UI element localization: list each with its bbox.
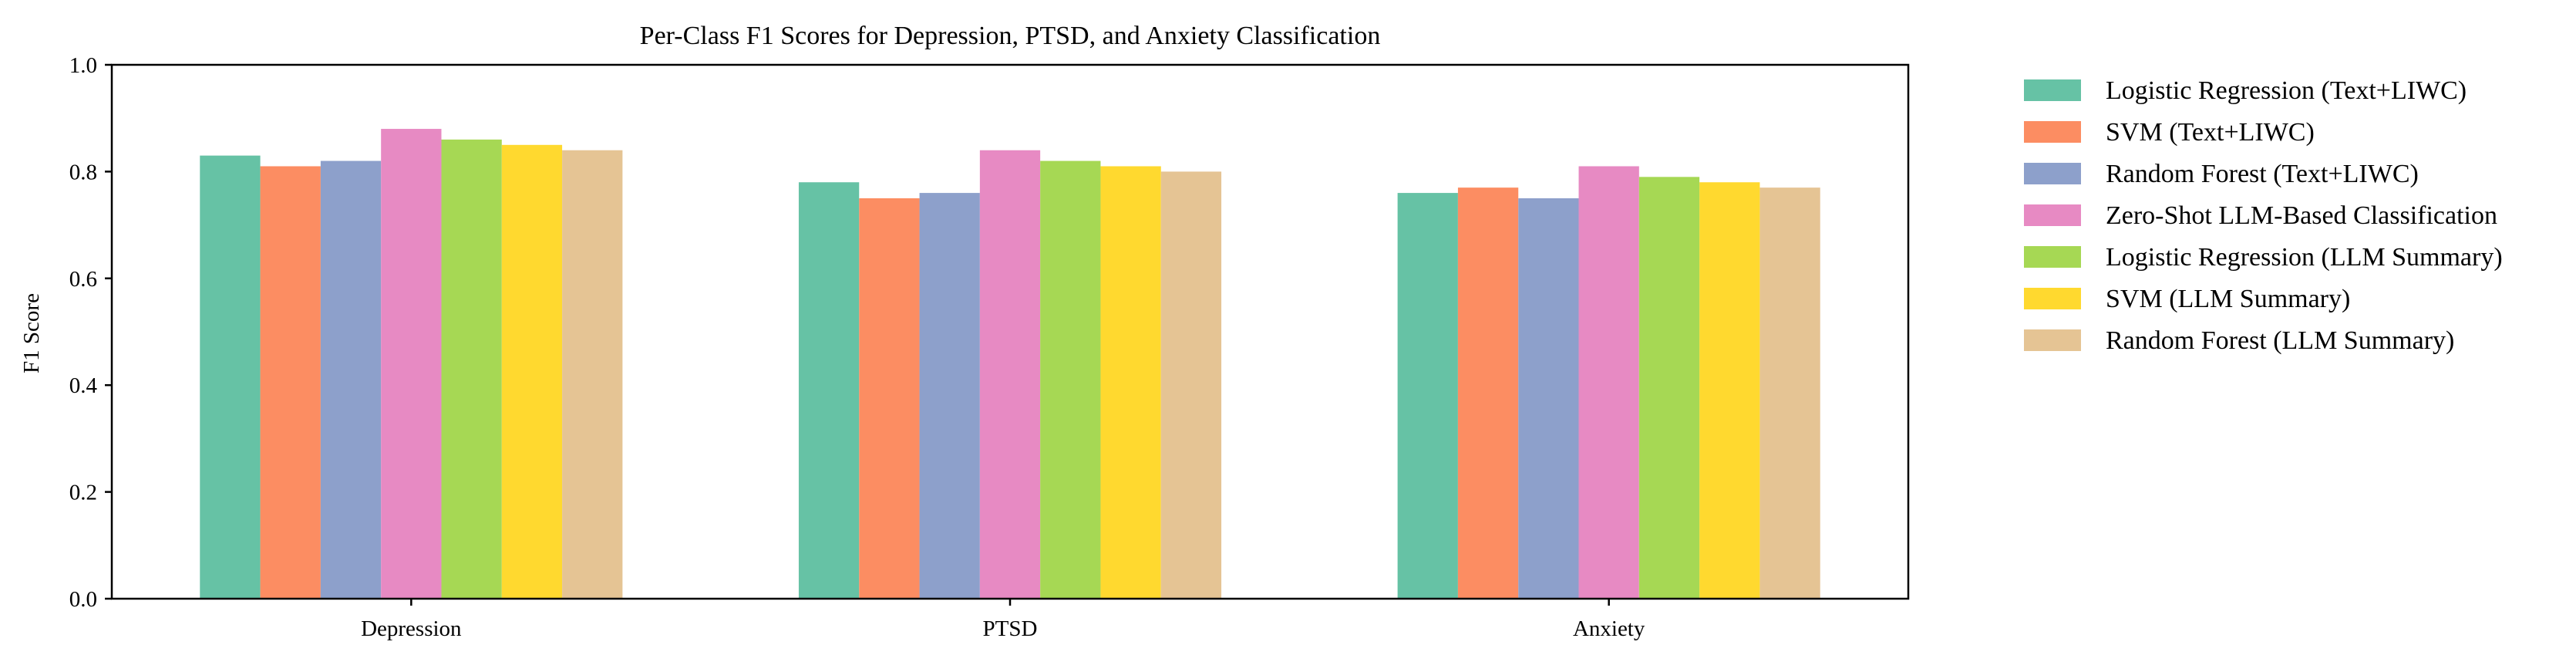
y-tick-label: 0.6 <box>69 267 97 292</box>
bar-ptsd-series-1 <box>798 182 860 599</box>
x-tick-label-anxiety: Anxiety <box>1573 616 1645 641</box>
x-tick-label-ptsd: PTSD <box>983 616 1038 641</box>
bar-anxiety-series-3 <box>1518 198 1579 599</box>
bar-depression-series-6 <box>501 144 563 599</box>
legend-swatch <box>2024 121 2081 143</box>
axes-layer: 0.0 0.2 0.4 0.6 0.8 1.0 Depression PTSD Anxiety <box>69 53 1910 641</box>
y-tick-label: 0.0 <box>69 587 97 612</box>
legend-label: Random Forest (Text+LIWC) <box>2106 160 2419 188</box>
legend-swatch <box>2024 288 2081 309</box>
x-tick-label-depression: Depression <box>361 616 462 641</box>
y-tick-label: 1.0 <box>69 53 97 78</box>
y-axis-label: F1 Score <box>19 293 44 373</box>
legend-label: SVM (Text+LIWC) <box>2106 118 2315 147</box>
y-tick-label: 0.8 <box>69 160 97 184</box>
legend-label: Zero-Shot LLM-Based Classification <box>2106 201 2497 230</box>
legend-swatch <box>2024 246 2081 268</box>
legend-swatch <box>2024 329 2081 351</box>
bar-ptsd-series-4 <box>979 150 1041 599</box>
legend-label: Logistic Regression (Text+LIWC) <box>2106 76 2467 105</box>
bar-anxiety-series-2 <box>1457 187 1519 599</box>
bar-anxiety-series-7 <box>1759 187 1820 599</box>
bar-depression-series-5 <box>441 139 502 599</box>
y-tick-label: 0.4 <box>69 373 98 398</box>
bar-ptsd-series-6 <box>1100 166 1161 599</box>
legend-label: SVM (LLM Summary) <box>2106 285 2350 313</box>
bar-depression-series-7 <box>562 150 623 599</box>
bar-depression-series-2 <box>260 166 321 599</box>
legend-swatch <box>2024 204 2081 226</box>
bar-ptsd-series-2 <box>859 198 920 599</box>
bar-depression-series-1 <box>200 155 261 599</box>
legend-swatch <box>2024 79 2081 101</box>
bar-anxiety-series-5 <box>1638 177 1700 599</box>
bar-depression-series-4 <box>381 129 442 599</box>
bar-ptsd-series-7 <box>1160 171 1222 599</box>
legend-label: Logistic Regression (LLM Summary) <box>2106 243 2503 272</box>
bar-depression-series-3 <box>320 160 382 599</box>
bars-layer <box>200 129 1820 599</box>
bar-anxiety-series-6 <box>1699 182 1760 599</box>
legend: Logistic Regression (Text+LIWC) SVM (Text… <box>2024 76 2503 355</box>
bar-ptsd-series-3 <box>919 193 980 599</box>
legend-label: Random Forest (LLM Summary) <box>2106 326 2454 355</box>
bar-ptsd-series-5 <box>1040 160 1101 599</box>
bar-anxiety-series-1 <box>1397 193 1458 599</box>
bar-anxiety-series-4 <box>1578 166 1639 599</box>
y-tick-label: 0.2 <box>69 481 97 505</box>
legend-swatch <box>2024 163 2081 184</box>
chart-title: Per-Class F1 Scores for Depression, PTSD… <box>640 22 1381 50</box>
